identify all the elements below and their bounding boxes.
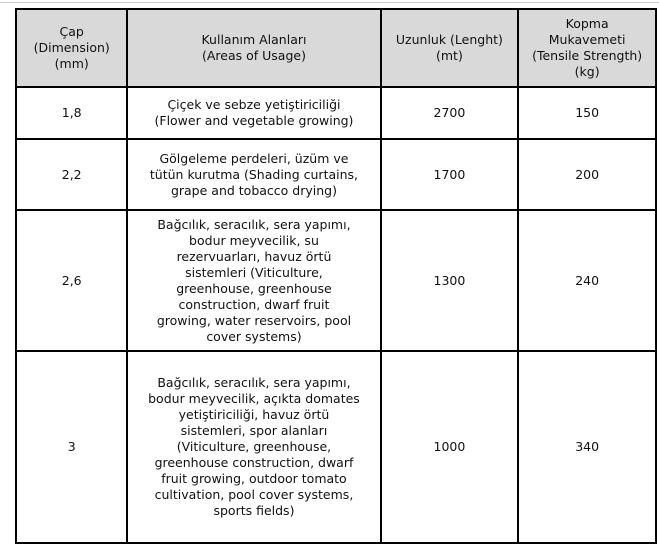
specifications-table: Çap (Dimension) (mm) Kullanım Alanları (… (14, 8, 657, 544)
cell-dimension: 2,2 (14, 138, 129, 211)
cell-usage: Bağcılık, seracılık, sera yapımı, bodur … (126, 350, 382, 544)
table-row: 1,8 Çiçek ve sebze yetiştiriciliği (Flow… (14, 86, 657, 140)
cell-length: 1300 (379, 209, 520, 352)
cell-length: 2700 (379, 86, 520, 140)
cell-usage: Bağcılık, seracılık, sera yapımı, bodur … (126, 209, 382, 352)
cell-dimension: 3 (14, 350, 129, 544)
table-row: 3 Bağcılık, seracılık, sera yapımı, bodu… (14, 350, 657, 544)
cell-length: 1000 (379, 350, 520, 544)
header-row: Çap (Dimension) (mm) Kullanım Alanları (… (14, 8, 657, 88)
table-row: 2,2 Gölgeleme perdeleri, üzüm ve tütün k… (14, 138, 657, 211)
cell-length: 1700 (379, 138, 520, 211)
cell-dimension: 1,8 (14, 86, 129, 140)
header-length: Uzunluk (Lenght) (mt) (379, 8, 520, 88)
cell-strength: 240 (517, 209, 657, 352)
top-divider (0, 2, 659, 3)
header-strength: Kopma Mukavemeti (Tensile Strength) (kg) (517, 8, 657, 88)
table-row: 2,6 Bağcılık, seracılık, sera yapımı, bo… (14, 209, 657, 352)
cell-usage: Çiçek ve sebze yetiştiriciliği (Flower a… (126, 86, 382, 140)
cell-usage: Gölgeleme perdeleri, üzüm ve tütün kurut… (126, 138, 382, 211)
cell-strength: 200 (517, 138, 657, 211)
cell-dimension: 2,6 (14, 209, 129, 352)
header-dimension: Çap (Dimension) (mm) (14, 8, 129, 88)
header-usage: Kullanım Alanları (Areas of Usage) (126, 8, 382, 88)
cell-strength: 340 (517, 350, 657, 544)
cell-strength: 150 (517, 86, 657, 140)
